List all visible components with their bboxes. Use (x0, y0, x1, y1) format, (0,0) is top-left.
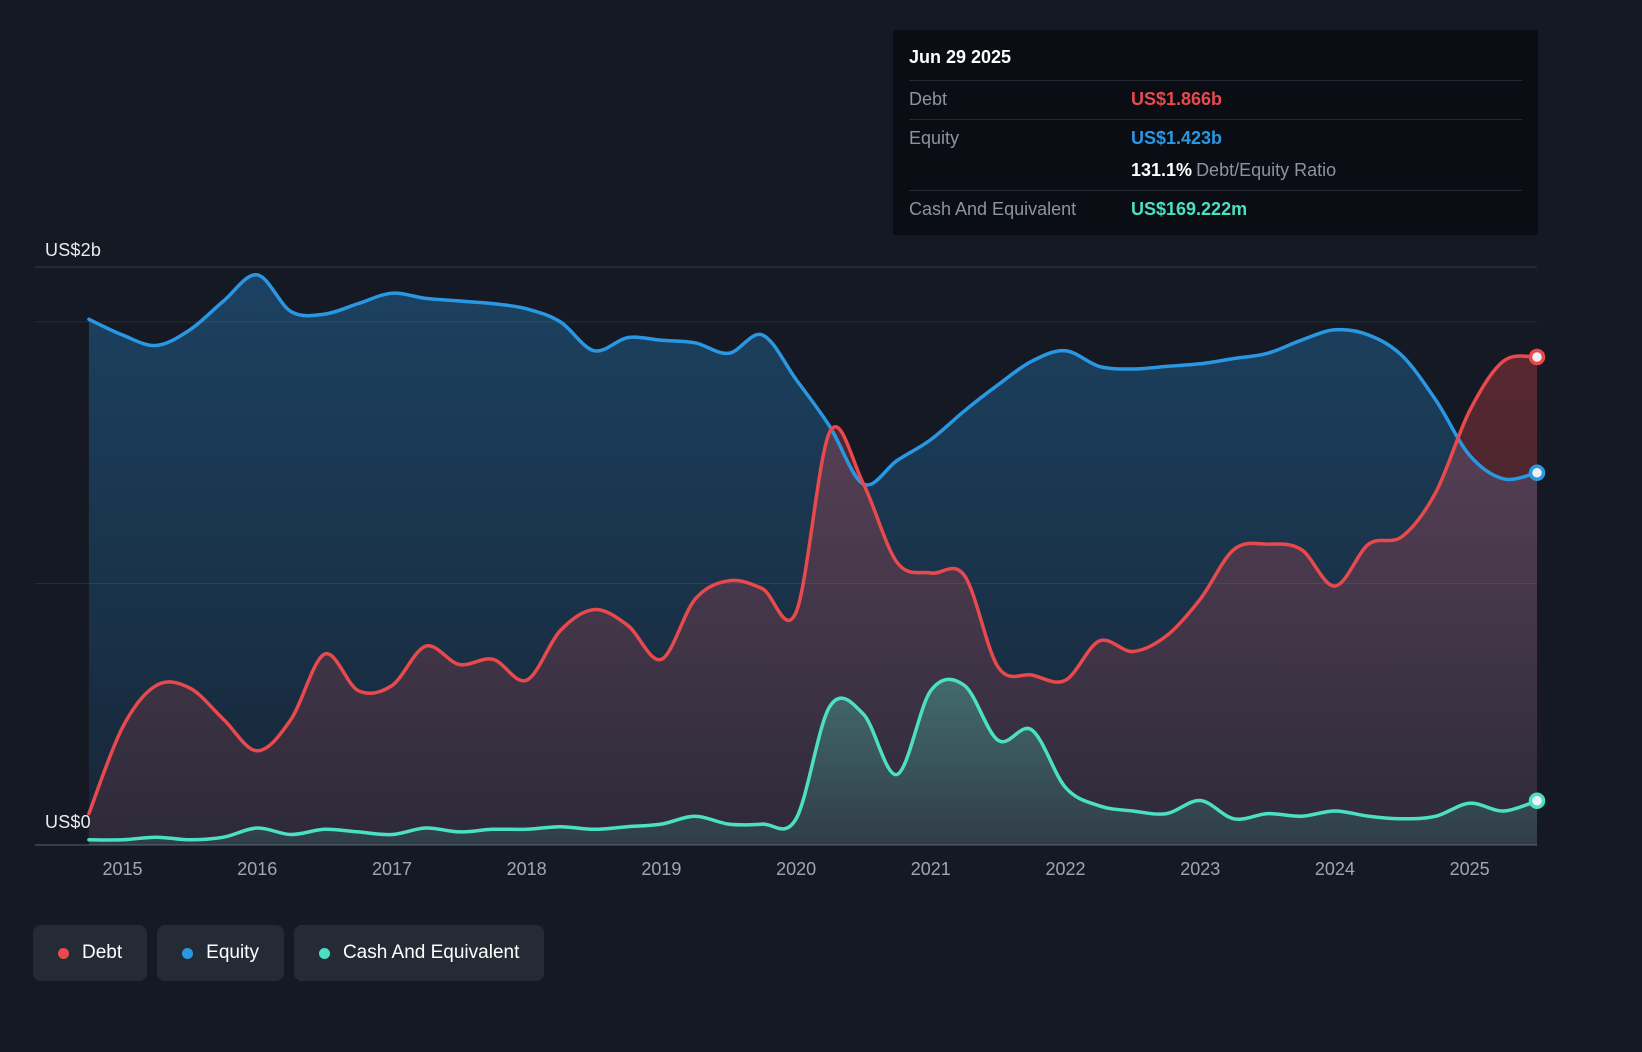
tooltip-equity-label: Equity (909, 128, 960, 148)
debt-end-marker[interactable] (1528, 348, 1546, 366)
tooltip-cash-label: Cash And Equivalent (909, 199, 1077, 219)
legend-item-debt[interactable]: Debt (33, 925, 148, 981)
debt-equity-ratio: 131.1% Debt/Equity Ratio (1131, 160, 1336, 181)
tooltip-debt-value: US$1.866b (1131, 89, 1223, 109)
legend-item-equity[interactable]: Equity (157, 925, 284, 981)
chart-tooltip: Jun 29 2025 Debt US$1.866b Equity US$1.4… (893, 30, 1538, 235)
debt-area (88, 355, 1537, 845)
tooltip-debt-label: Debt (909, 89, 948, 109)
tooltip-row-cash: Cash And Equivalent US$169.222m (909, 190, 1522, 229)
tooltip-cash-value: US$169.222m (1131, 199, 1248, 219)
debt-dot-icon (58, 947, 69, 959)
tooltip-row-debt: Debt US$1.866b (909, 80, 1522, 119)
equity-line[interactable] (87, 273, 1539, 487)
y-axis-label-min: US$0 (45, 812, 91, 832)
legend-item-cash[interactable]: Cash And Equivalent (293, 925, 545, 981)
tooltip-row-ratio: 131.1% Debt/Equity Ratio (909, 158, 1522, 190)
equity-end-marker[interactable] (1528, 464, 1546, 482)
chart-legend: Debt Equity Cash And Equivalent (33, 925, 545, 981)
tooltip-row-equity: Equity US$1.423b (909, 119, 1522, 158)
ratio-suffix: Debt/Equity Ratio (1196, 160, 1337, 180)
cash-and-equivalent-end-marker[interactable] (1528, 792, 1546, 810)
tooltip-date: Jun 29 2025 (909, 47, 1012, 67)
legend-label-equity: Equity (206, 942, 259, 963)
y-axis-label-max: US$2b (45, 240, 102, 260)
equity-dot-icon (182, 947, 194, 959)
legend-label-cash: Cash And Equivalent (342, 942, 520, 963)
legend-label-debt: Debt (82, 942, 123, 963)
debt-line[interactable] (87, 354, 1539, 816)
cash-dot-icon (318, 947, 330, 959)
cash-and-equivalent-line[interactable] (87, 677, 1539, 842)
tooltip-equity-value: US$1.423b (1131, 128, 1223, 148)
ratio-percent: 131.1% (1131, 160, 1193, 180)
